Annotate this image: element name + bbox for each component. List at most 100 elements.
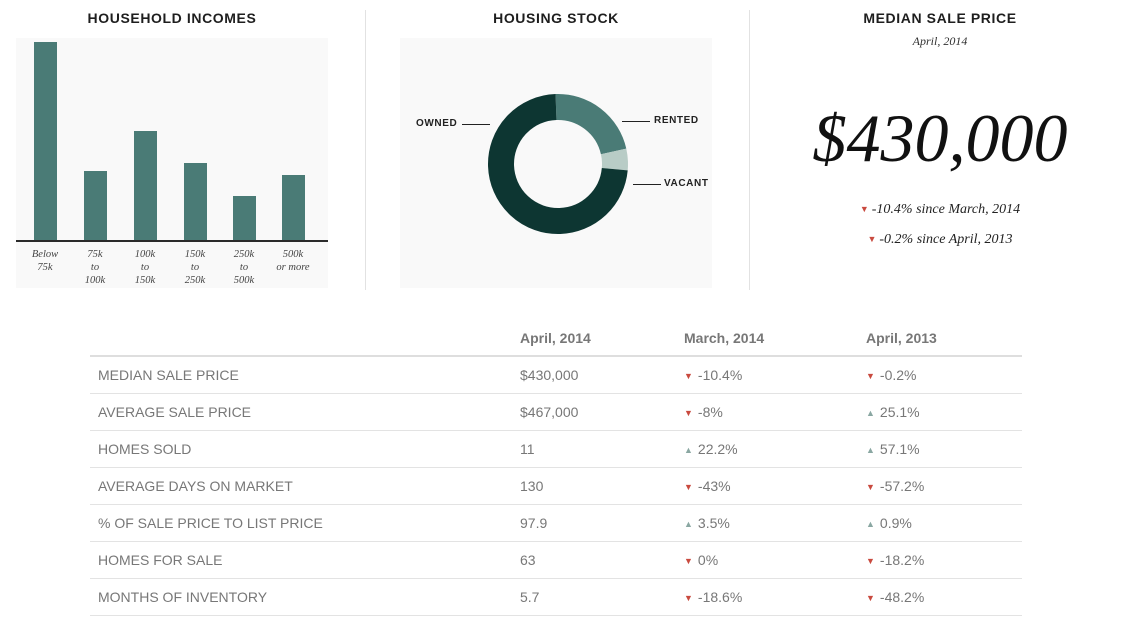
donut-slice-vacant: [488, 93, 628, 234]
header-current-period: April, 2014: [520, 320, 684, 357]
up-triangle-icon: ▲: [866, 518, 875, 529]
down-triangle-icon: ▼: [684, 592, 693, 603]
table-body: MEDIAN SALE PRICE $430,000 ▼ -10.4% ▼ -0.2% AV…: [90, 356, 1022, 616]
panel-divider: [749, 10, 750, 290]
year-change-value: 25.1%: [879, 403, 920, 420]
metric-name: AVERAGE DAYS ON MARKET: [90, 467, 520, 505]
metric-name: HOMES SOLD: [90, 430, 520, 468]
income-bar: [33, 42, 57, 240]
current-value: $467,000: [520, 393, 684, 431]
median-sale-price-period: April, 2014: [912, 34, 968, 48]
metric-name: % OF SALE PRICE TO LIST PRICE: [90, 504, 520, 542]
year-change: ▲ 57.1%: [866, 430, 1022, 468]
month-change-value: -10.4%: [697, 366, 743, 383]
change-since-last-year: ▼ -0.2% since April, 2013: [750, 232, 1124, 248]
current-value: 11: [520, 430, 684, 468]
income-bar: [83, 170, 107, 240]
donut-slice-rented: [488, 93, 628, 234]
income-category-label: 100k to 150k: [134, 249, 156, 286]
metric-name: MEDIAN SALE PRICE: [90, 356, 520, 394]
table-row: HOMES FOR SALE 63 ▼ 0% ▼ -18.2%: [90, 541, 1022, 579]
year-change-value: 0.9%: [879, 514, 912, 531]
table-header-row: April, 2014 March, 2014 April, 2013: [90, 320, 1022, 357]
change-text: -0.2% since April, 2013: [879, 232, 1013, 247]
donut-label-vacant: VACANT: [664, 178, 709, 189]
income-category-label: 500k or more: [276, 249, 310, 273]
year-change: ▼ -48.2%: [866, 578, 1022, 616]
median-sale-price-value: $430,000: [812, 100, 1068, 176]
down-triangle-icon: ▼: [684, 370, 693, 381]
up-triangle-icon: ▲: [684, 518, 693, 529]
housing-stock-donut-chart: [488, 93, 628, 234]
up-triangle-icon: ▲: [866, 444, 875, 455]
current-value: 5.7: [520, 578, 684, 616]
header-previous-month: March, 2014: [684, 320, 866, 357]
up-triangle-icon: ▲: [866, 407, 875, 418]
income-category-label: 150k to 250k: [184, 249, 206, 286]
year-change: ▲ 0.9%: [866, 504, 1022, 542]
change-since-last-month: ▼ -10.4% since March, 2014: [750, 202, 1124, 218]
donut-leader-owned: [462, 124, 490, 125]
panel-divider: [365, 10, 366, 290]
income-category-label: Below 75k: [31, 249, 59, 273]
table-row: HOMES SOLD 11 ▲ 22.2% ▲ 57.1%: [90, 430, 1022, 468]
down-triangle-icon: ▼: [867, 234, 877, 244]
month-change-value: -43%: [697, 477, 731, 494]
year-change: ▼ -0.2%: [866, 356, 1022, 394]
month-change: ▲ 3.5%: [684, 504, 866, 542]
month-change-value: 3.5%: [697, 514, 730, 531]
donut-label-owned: OWNED: [416, 118, 458, 129]
market-stats-table: April, 2014 March, 2014 April, 2013 MEDI…: [90, 320, 1022, 616]
month-change-value: 0%: [697, 551, 719, 568]
income-bar: [183, 162, 207, 240]
year-change-value: -48.2%: [879, 588, 925, 605]
table-row: MEDIAN SALE PRICE $430,000 ▼ -10.4% ▼ -0.2%: [90, 356, 1022, 394]
housing-stock-title: HOUSING STOCK: [493, 10, 619, 26]
month-change-value: -18.6%: [697, 588, 743, 605]
household-incomes-title: HOUSEHOLD INCOMES: [87, 10, 257, 26]
donut-leader-rented: [622, 121, 650, 122]
current-value: 97.9: [520, 504, 684, 542]
down-triangle-icon: ▼: [684, 555, 693, 566]
header-previous-year: April, 2013: [866, 320, 1022, 357]
table-row: AVERAGE DAYS ON MARKET 130 ▼ -43% ▼ -57.2%: [90, 467, 1022, 505]
year-change-value: 57.1%: [879, 440, 920, 457]
metric-name: AVERAGE SALE PRICE: [90, 393, 520, 431]
current-value: 130: [520, 467, 684, 505]
down-triangle-icon: ▼: [866, 370, 875, 381]
current-value: 63: [520, 541, 684, 579]
month-change: ▲ 22.2%: [684, 430, 866, 468]
month-change: ▼ -8%: [684, 393, 866, 431]
header-metric: [90, 320, 520, 357]
table-row: MONTHS OF INVENTORY 5.7 ▼ -18.6% ▼ -48.2%: [90, 578, 1022, 616]
table-row: % OF SALE PRICE TO LIST PRICE 97.9 ▲ 3.5% ▲ 0…: [90, 504, 1022, 542]
income-category-label: 75k to 100k: [84, 249, 106, 286]
income-bar: [232, 196, 256, 240]
current-value: $430,000: [520, 356, 684, 394]
donut-leader-vacant: [633, 184, 661, 185]
x-axis-line: [16, 240, 328, 242]
down-triangle-icon: ▼: [859, 204, 869, 214]
income-bar: [281, 174, 305, 240]
metric-name: HOMES FOR SALE: [90, 541, 520, 579]
year-change: ▼ -18.2%: [866, 541, 1022, 579]
month-change: ▼ -10.4%: [684, 356, 866, 394]
month-change-value: -8%: [697, 403, 723, 420]
household-incomes-chart-area: [16, 38, 328, 288]
up-triangle-icon: ▲: [684, 444, 693, 455]
down-triangle-icon: ▼: [684, 407, 693, 418]
month-change: ▼ -18.6%: [684, 578, 866, 616]
change-text: -10.4% since March, 2014: [871, 202, 1021, 217]
donut-label-rented: RENTED: [654, 115, 699, 126]
year-change: ▲ 25.1%: [866, 393, 1022, 431]
year-change-value: -0.2%: [879, 366, 917, 383]
down-triangle-icon: ▼: [866, 555, 875, 566]
table-row: AVERAGE SALE PRICE $467,000 ▼ -8% ▲ 25.1%: [90, 393, 1022, 431]
median-sale-price-title: MEDIAN SALE PRICE: [863, 10, 1017, 26]
year-change-value: -18.2%: [879, 551, 925, 568]
income-category-label: 250k to 500k: [233, 249, 255, 286]
month-change-value: 22.2%: [697, 440, 738, 457]
down-triangle-icon: ▼: [866, 481, 875, 492]
housing-stock-chart-area: [400, 38, 712, 288]
month-change: ▼ -43%: [684, 467, 866, 505]
